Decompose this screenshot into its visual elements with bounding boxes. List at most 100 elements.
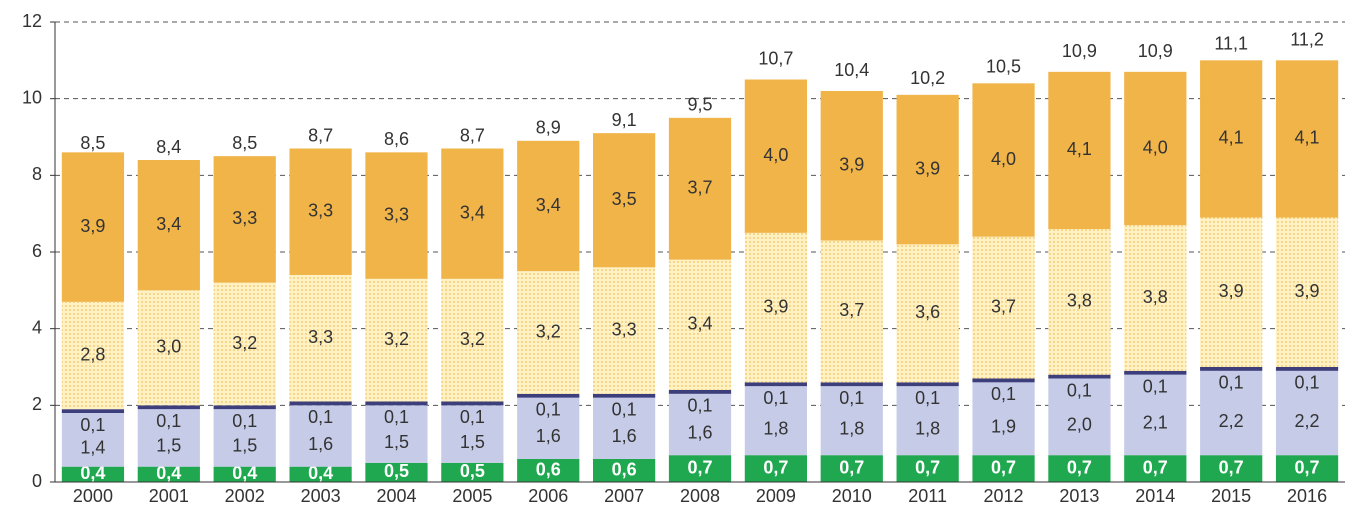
value-label: 2,8 — [80, 344, 105, 364]
bar-segment — [668, 259, 732, 390]
bar-segment — [137, 466, 200, 482]
bar-segment — [1275, 367, 1339, 371]
total-label: 8,4 — [156, 137, 181, 157]
bar-segment — [289, 401, 352, 406]
value-label: 0,7 — [763, 457, 788, 477]
value-label: 1,6 — [687, 422, 712, 442]
x-tick-label: 2008 — [680, 486, 720, 506]
value-label: 0,4 — [80, 463, 105, 483]
total-label: 10,5 — [986, 56, 1021, 76]
value-label: 3,8 — [1067, 291, 1092, 311]
value-label: 4,0 — [1143, 137, 1168, 157]
x-tick-label: 2002 — [225, 486, 265, 506]
bar-segment — [1200, 367, 1263, 371]
value-label: 1,5 — [156, 436, 181, 456]
value-label: 4,0 — [763, 145, 788, 165]
bar-segment — [1200, 370, 1263, 456]
y-tick-label: 0 — [32, 471, 42, 491]
value-label: 3,9 — [839, 155, 864, 175]
value-label: 3,7 — [991, 296, 1016, 316]
total-label: 11,2 — [1290, 29, 1324, 49]
bar-segment — [137, 160, 200, 291]
bar-segment — [1124, 455, 1187, 482]
bar-segment — [1200, 455, 1263, 482]
value-label: 3,9 — [915, 158, 940, 178]
value-label: 4,1 — [1295, 128, 1320, 148]
bar-segment — [593, 267, 656, 394]
bar-segment — [668, 390, 732, 394]
total-label: 8,7 — [460, 125, 485, 145]
bar-segment — [744, 382, 807, 387]
x-tick-label: 2001 — [149, 486, 189, 506]
value-label: 0,1 — [991, 384, 1016, 404]
bar-segment — [896, 94, 959, 245]
bar-segment — [441, 462, 504, 482]
bar-segment — [820, 386, 883, 456]
y-tick-label: 4 — [32, 317, 42, 337]
bar-segment — [820, 240, 883, 383]
value-label: 4,1 — [1067, 139, 1092, 159]
value-label: 1,6 — [536, 426, 561, 446]
value-label: 0,7 — [991, 457, 1016, 477]
value-label: 0,4 — [156, 463, 181, 483]
total-label: 10,4 — [834, 60, 869, 80]
value-label: 0,1 — [687, 396, 712, 416]
value-label: 0,1 — [80, 415, 105, 435]
bar-segment — [441, 401, 504, 406]
value-label: 0,4 — [308, 463, 333, 483]
bar-segment — [441, 278, 504, 402]
x-tick-label: 2012 — [984, 486, 1024, 506]
bar-segment — [61, 409, 125, 413]
value-label: 3,9 — [1219, 281, 1244, 301]
value-label: 3,3 — [384, 204, 409, 224]
value-label: 3,4 — [687, 314, 712, 334]
value-label: 3,4 — [460, 202, 485, 222]
bar-segment — [213, 466, 276, 482]
value-label: 1,9 — [991, 417, 1016, 437]
value-label: 0,1 — [1143, 376, 1168, 396]
y-tick-label: 12 — [22, 11, 42, 31]
total-label: 11,1 — [1214, 33, 1248, 53]
value-label: 2,2 — [1219, 411, 1244, 431]
value-label: 3,3 — [308, 201, 333, 221]
bar-segment — [668, 393, 732, 456]
value-label: 0,1 — [1067, 380, 1092, 400]
value-label: 0,7 — [687, 457, 712, 477]
bar-segment — [289, 405, 352, 467]
bar-segment — [137, 405, 200, 410]
y-tick-label: 6 — [32, 241, 42, 261]
bar-segment — [137, 290, 200, 406]
bar-segment — [1124, 71, 1187, 226]
bar-segment — [896, 386, 959, 456]
x-tick-label: 2000 — [73, 486, 113, 506]
value-label: 4,1 — [1219, 128, 1244, 148]
value-label: 0,1 — [232, 411, 257, 431]
value-label: 0,7 — [1295, 457, 1320, 477]
y-tick-label: 2 — [32, 394, 42, 414]
value-label: 1,5 — [232, 436, 257, 456]
value-label: 0,1 — [915, 388, 940, 408]
bar-segment — [1048, 229, 1111, 375]
bar-segment — [1048, 71, 1111, 229]
bar-segment — [593, 459, 656, 482]
bar-segment — [441, 148, 504, 279]
value-label: 0,1 — [156, 411, 181, 431]
value-label: 0,7 — [915, 457, 940, 477]
value-label: 0,7 — [1143, 457, 1168, 477]
bar-segment — [137, 409, 200, 467]
bar-segment — [1200, 60, 1263, 218]
bar-segment — [365, 405, 428, 463]
bar-segment — [365, 152, 428, 279]
bar-segment — [744, 79, 807, 233]
x-tick-label: 2009 — [756, 486, 796, 506]
value-label: 0,7 — [1219, 457, 1244, 477]
bar-segment — [744, 386, 807, 456]
total-label: 10,9 — [1138, 41, 1173, 61]
value-label: 3,2 — [232, 333, 257, 353]
value-label: 0,1 — [1219, 373, 1244, 393]
bar-segment — [1048, 378, 1111, 456]
x-tick-label: 2007 — [604, 486, 644, 506]
bar-segment — [517, 459, 580, 482]
bar-segment — [972, 236, 1035, 379]
